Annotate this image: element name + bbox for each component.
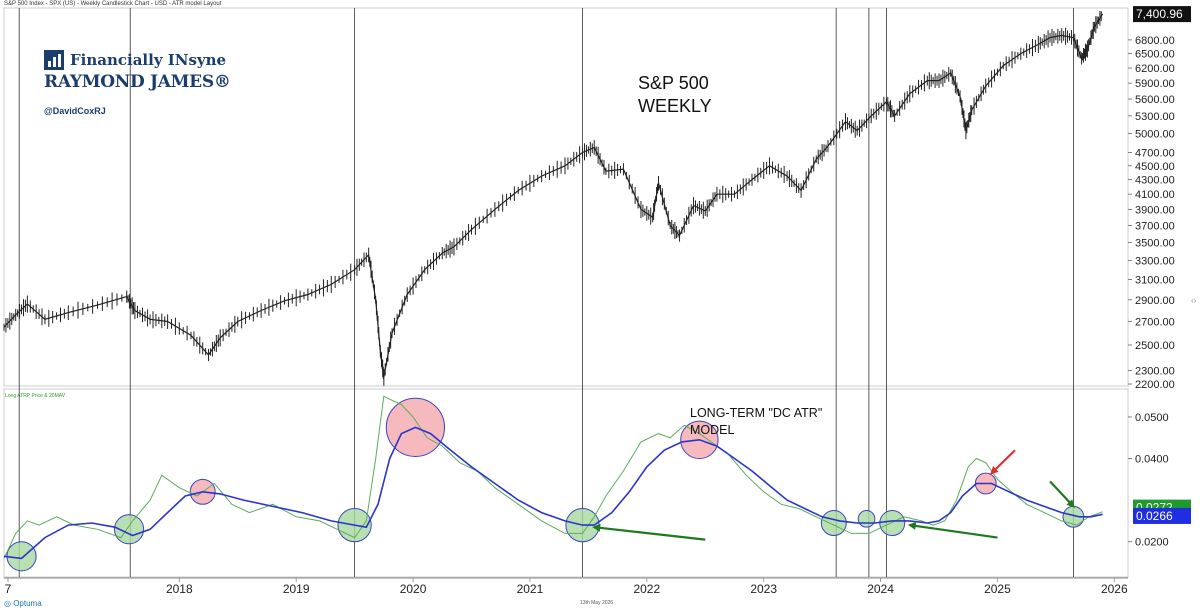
model-annotation-line1: LONG-TERM "DC ATR" bbox=[690, 406, 823, 420]
price-tick-label: 3900.00 bbox=[1135, 204, 1175, 216]
price-tick-label: 6500.00 bbox=[1135, 49, 1175, 61]
price-tick-label: 5300.00 bbox=[1135, 111, 1175, 123]
axis-scroll-handle-icon[interactable]: ‹› bbox=[1191, 296, 1197, 305]
highlight-circle-low bbox=[879, 510, 906, 536]
highlight-circle-low bbox=[6, 541, 37, 572]
price-tick-label: 6800.00 bbox=[1135, 35, 1175, 47]
price-last-value: 7,400.96 bbox=[1136, 7, 1183, 21]
price-tick-label: 4700.00 bbox=[1135, 148, 1175, 160]
annotation-arrow-green bbox=[907, 521, 998, 539]
atr-ma-line bbox=[3, 426, 1103, 560]
annotation-arrows bbox=[592, 449, 1075, 541]
price-tick-label: 2300.00 bbox=[1135, 365, 1175, 377]
chart-date: 13th May 2026 bbox=[580, 600, 614, 606]
x-tick-label: 2025 bbox=[984, 582, 1011, 596]
x-tick-label: 2021 bbox=[517, 582, 544, 596]
x-tick-label: 2024 bbox=[867, 582, 894, 596]
price-series-layer bbox=[3, 11, 1104, 386]
price-tick-label: 4300.00 bbox=[1135, 175, 1175, 187]
annotation-arrow-green bbox=[1049, 480, 1075, 508]
price-panel-frame bbox=[3, 7, 1129, 387]
price-tick-label: 3500.00 bbox=[1135, 237, 1175, 249]
atr-tick-label: 0.0500 bbox=[1135, 412, 1169, 424]
price-tick-label: 3300.00 bbox=[1135, 255, 1175, 267]
price-axis: 6800.00 6500.00 6200.00 5900.00 5600.00 5300.… bbox=[1128, 35, 1175, 391]
annotation-arrow-red bbox=[990, 449, 1016, 475]
bar-chart-logo-icon bbox=[44, 50, 64, 70]
atr-panel-legend: Long ATRP Price & 20MAV bbox=[5, 393, 66, 399]
price-tick-label: 4500.00 bbox=[1135, 161, 1175, 173]
price-tick-label: 5000.00 bbox=[1135, 129, 1175, 141]
price-tick-label: 5900.00 bbox=[1135, 78, 1175, 90]
x-tick-label: 7 bbox=[5, 582, 12, 596]
brand-name-line2: RAYMOND JAMES® bbox=[44, 72, 231, 92]
model-annotation: LONG-TERM "DC ATR" MODEL bbox=[690, 405, 822, 439]
x-tick-label: 2018 bbox=[166, 582, 193, 596]
price-tick-label: 6200.00 bbox=[1135, 63, 1175, 75]
model-annotation-line2: MODEL bbox=[690, 423, 735, 437]
atr-ma-last-value: 0.0266 bbox=[1136, 509, 1173, 523]
chart-title: S&P 500 WEEKLY bbox=[638, 72, 712, 118]
price-tick-label: 2200.00 bbox=[1135, 379, 1175, 391]
x-tick-label: 2023 bbox=[750, 582, 777, 596]
price-tick-label: 2500.00 bbox=[1135, 340, 1175, 352]
vendor-logo: ◎ Optuma bbox=[4, 599, 42, 608]
x-tick-label: 2022 bbox=[633, 582, 660, 596]
price-tick-label: 5600.00 bbox=[1135, 94, 1175, 106]
price-tick-label: 3100.00 bbox=[1135, 274, 1175, 286]
price-tick-label: 4100.00 bbox=[1135, 189, 1175, 201]
annotation-arrow-green bbox=[592, 523, 706, 541]
brand-name-line1: Financially INsyne bbox=[70, 51, 227, 69]
price-tick-label: 2700.00 bbox=[1135, 317, 1175, 329]
brand-block: Financially INsyne RAYMOND JAMES® @David… bbox=[44, 50, 231, 116]
highlight-circle-low bbox=[820, 510, 847, 536]
chart-caption: S&P 500 Index - SPX (US) - Weekly Candle… bbox=[4, 1, 222, 7]
author-handle: @DavidCoxRJ bbox=[44, 106, 106, 116]
vendor-name: Optuma bbox=[13, 599, 42, 608]
price-tick-label: 3700.00 bbox=[1135, 220, 1175, 232]
chart-title-line1: S&P 500 bbox=[638, 73, 709, 93]
atr-raw-line bbox=[3, 395, 1103, 559]
highlight-circles bbox=[6, 397, 1085, 572]
atr-tick-label: 0.0400 bbox=[1135, 454, 1169, 466]
atr-panel-frame bbox=[3, 388, 1129, 578]
x-tick-label: 2020 bbox=[400, 582, 427, 596]
atr-ma-last-value-bg bbox=[1133, 507, 1191, 524]
price-tick-label: 2900.00 bbox=[1135, 295, 1175, 307]
x-axis: 7 2018 2019 2020 2021 2022 2023 2024 2025 2026 bbox=[5, 578, 1128, 596]
atr-tick-label: 0.0200 bbox=[1135, 537, 1169, 549]
highlight-circle-low bbox=[857, 510, 876, 528]
x-tick-label: 2019 bbox=[283, 582, 310, 596]
x-tick-label: 2026 bbox=[1101, 582, 1128, 596]
chart-title-line2: WEEKLY bbox=[638, 96, 712, 116]
atr-series-layer bbox=[3, 395, 1103, 560]
atr-axis: 0.0500 0.0400 0.0200 bbox=[1128, 412, 1169, 549]
price-last-value-bg bbox=[1133, 6, 1191, 23]
